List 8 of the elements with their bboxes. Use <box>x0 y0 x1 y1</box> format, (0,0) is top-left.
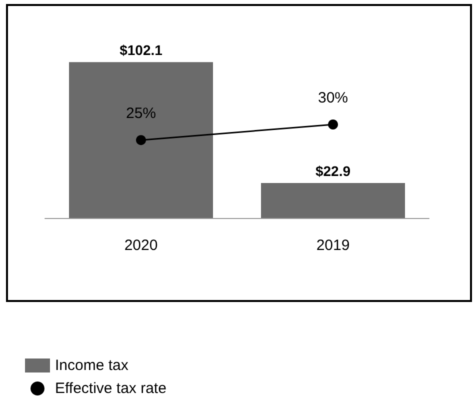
x-tick-label: 2020 <box>124 237 158 254</box>
data-label: $22.9 <box>315 163 351 180</box>
legend-label: Effective tax rate <box>55 380 166 397</box>
data-label: 25% <box>126 105 156 122</box>
x-tick-label: 2019 <box>316 237 350 254</box>
legend-label: Income tax <box>55 357 129 374</box>
data-label: 30% <box>318 90 348 106</box>
data-label: $102.1 <box>120 42 163 58</box>
